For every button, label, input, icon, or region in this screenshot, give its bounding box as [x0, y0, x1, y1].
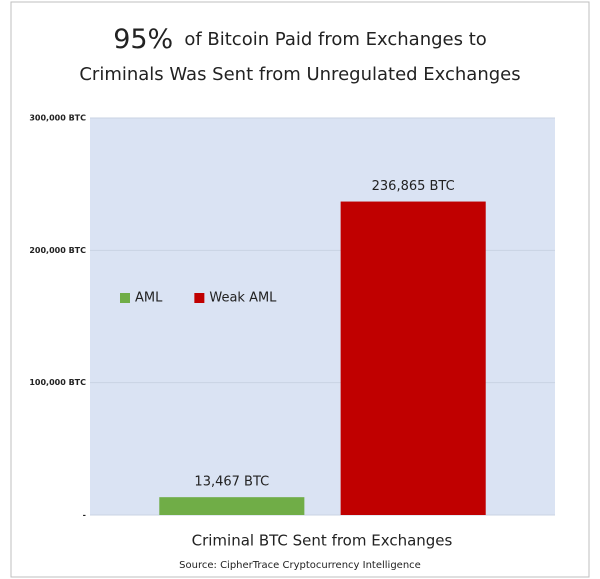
value-label: 13,467 BTC: [194, 475, 269, 490]
y-tick-label: -: [83, 511, 86, 520]
legend-swatch: [120, 293, 130, 303]
bar: [340, 201, 486, 515]
value-label: 236,865 BTC: [372, 179, 455, 194]
x-axis-label: Criminal BTC Sent from Exchanges: [192, 532, 453, 550]
y-tick-label: 200,000 BTC: [29, 246, 86, 255]
y-tick-label: 100,000 BTC: [29, 378, 86, 387]
legend-swatch: [194, 293, 205, 303]
title-highlight: 95%: [113, 24, 173, 55]
bar: [159, 497, 305, 515]
legend-label: Weak AML: [209, 291, 277, 306]
legend-label: AML: [135, 291, 163, 306]
y-tick-label: 300,000 BTC: [29, 114, 86, 123]
source: Source: CipherTrace Cryptocurrency Intel…: [179, 560, 421, 571]
title-line: of Bitcoin Paid from Exchanges to: [184, 29, 486, 50]
title-line: Criminals Was Sent from Unregulated Exch…: [79, 64, 520, 85]
chart-title: 95% of Bitcoin Paid from Exchanges to: [113, 24, 487, 55]
